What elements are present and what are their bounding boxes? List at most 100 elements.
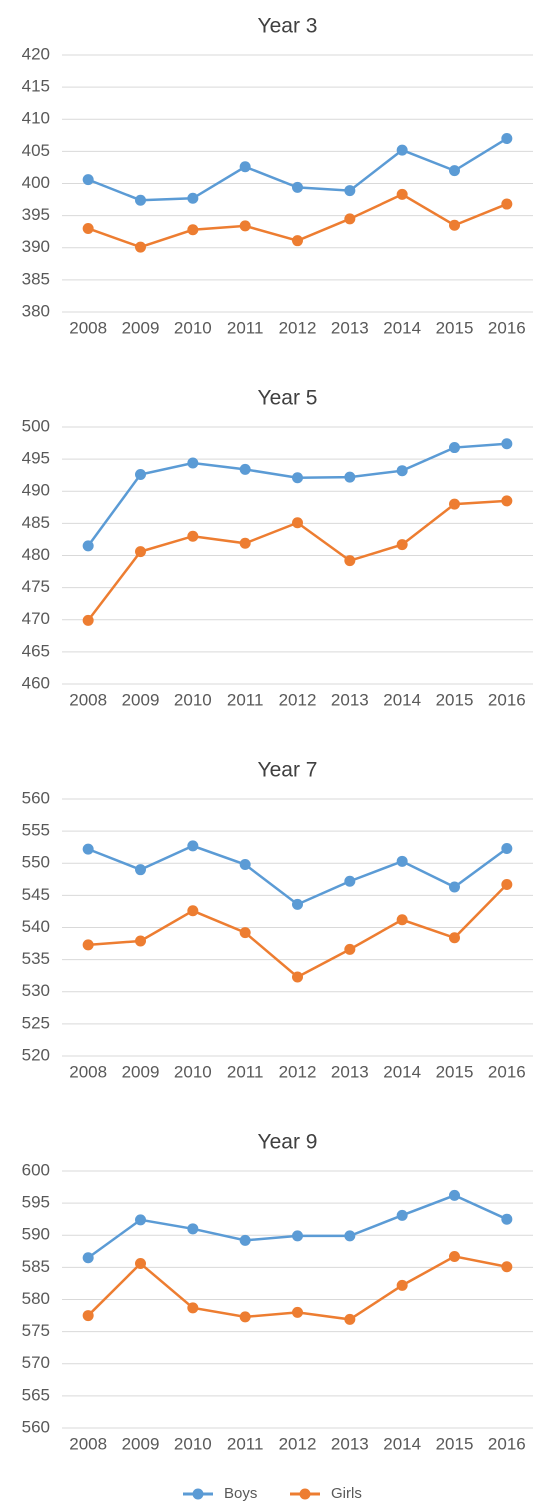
point (449, 219, 460, 231)
x-tick-label: 2010 (174, 1062, 212, 1081)
y-tick-label: 595 (22, 1193, 50, 1212)
point (187, 1223, 199, 1235)
point (187, 192, 199, 204)
x-tick-label: 2008 (69, 318, 107, 337)
point (449, 165, 460, 177)
legend-label: Girls (331, 1485, 362, 1502)
x-tick-label: 2016 (488, 1062, 526, 1081)
point (449, 881, 460, 893)
point (239, 1234, 251, 1246)
series-line (87, 1194, 508, 1259)
x-tick-label: 2012 (279, 1062, 317, 1081)
y-tick-label: 485 (22, 513, 50, 532)
point (239, 1311, 251, 1323)
point (344, 213, 356, 225)
y-tick-label: 520 (22, 1045, 50, 1064)
x-tick-label: 2015 (436, 1434, 474, 1453)
point (82, 843, 94, 855)
point (344, 1230, 356, 1242)
y-tick-label: 470 (22, 609, 50, 628)
y-tick-label: 555 (22, 821, 50, 840)
point (396, 1279, 408, 1291)
x-tick-label: 2013 (331, 1062, 369, 1081)
y-tick-label: 410 (22, 109, 50, 128)
series-line (88, 883, 508, 979)
point (501, 1213, 513, 1225)
y-tick-label: 585 (22, 1257, 50, 1276)
x-tick-label: 2011 (227, 1062, 264, 1081)
y-tick-label: 575 (22, 1321, 50, 1340)
x-tick-label: 2016 (488, 1434, 526, 1453)
x-tick-label: 2014 (383, 1062, 421, 1081)
y-tick-label: 480 (22, 545, 50, 564)
y-tick-label: 560 (22, 788, 50, 807)
y-tick-label: 570 (22, 1353, 50, 1372)
point (239, 537, 251, 549)
point (449, 442, 460, 454)
point (82, 1252, 94, 1264)
x-tick-label: 2013 (331, 690, 369, 709)
chart-title: Year 3 (258, 15, 318, 38)
chart-title: Year 7 (258, 759, 318, 782)
point (82, 614, 94, 626)
point (82, 174, 94, 186)
y-tick-label: 490 (22, 481, 50, 500)
y-tick-label: 530 (22, 981, 50, 1000)
y-tick-label: 495 (22, 449, 50, 468)
point (292, 1230, 303, 1242)
x-tick-label: 2011 (227, 1434, 264, 1453)
point (292, 181, 303, 193)
x-tick-label: 2011 (227, 690, 264, 709)
legend-label: Boys (224, 1485, 257, 1502)
point (501, 198, 513, 210)
x-tick-label: 2012 (279, 690, 317, 709)
legend-marker (299, 1488, 311, 1500)
x-tick-label: 2013 (331, 318, 369, 337)
point (501, 1261, 513, 1273)
y-tick-label: 415 (22, 77, 50, 96)
point (396, 914, 408, 926)
y-tick-label: 465 (22, 641, 50, 660)
y-tick-label: 385 (22, 269, 50, 288)
point (501, 438, 513, 450)
point (135, 935, 146, 947)
point (135, 546, 146, 558)
point (292, 472, 303, 484)
y-tick-label: 535 (22, 949, 50, 968)
x-tick-label: 2008 (69, 1062, 107, 1081)
y-tick-label: 545 (22, 885, 50, 904)
y-tick-label: 580 (22, 1289, 50, 1308)
x-tick-label: 2012 (279, 1434, 317, 1453)
y-tick-label: 380 (22, 301, 50, 320)
point (344, 1313, 356, 1325)
point (344, 943, 356, 955)
x-tick-label: 2015 (436, 318, 474, 337)
x-tick-label: 2009 (122, 1062, 160, 1081)
point (449, 1189, 460, 1201)
point (239, 220, 251, 232)
point (396, 539, 408, 551)
point (396, 1209, 408, 1221)
point (501, 133, 513, 145)
x-tick-label: 2011 (227, 318, 264, 337)
point (239, 161, 251, 173)
point (449, 498, 460, 510)
x-tick-label: 2010 (174, 1434, 212, 1453)
x-tick-label: 2016 (488, 690, 526, 709)
x-tick-label: 2016 (488, 318, 526, 337)
point (135, 1214, 146, 1226)
x-tick-label: 2009 (122, 1434, 160, 1453)
y-tick-label: 500 (22, 416, 50, 435)
point (396, 144, 408, 156)
point (187, 1302, 199, 1314)
point (292, 235, 303, 247)
point (135, 864, 146, 876)
x-tick-label: 2014 (383, 318, 421, 337)
point (344, 875, 356, 887)
point (135, 1258, 146, 1270)
point (135, 469, 146, 481)
x-tick-label: 2015 (436, 690, 474, 709)
x-tick-label: 2014 (383, 690, 421, 709)
y-tick-label: 400 (22, 173, 50, 192)
y-tick-label: 525 (22, 1013, 50, 1032)
